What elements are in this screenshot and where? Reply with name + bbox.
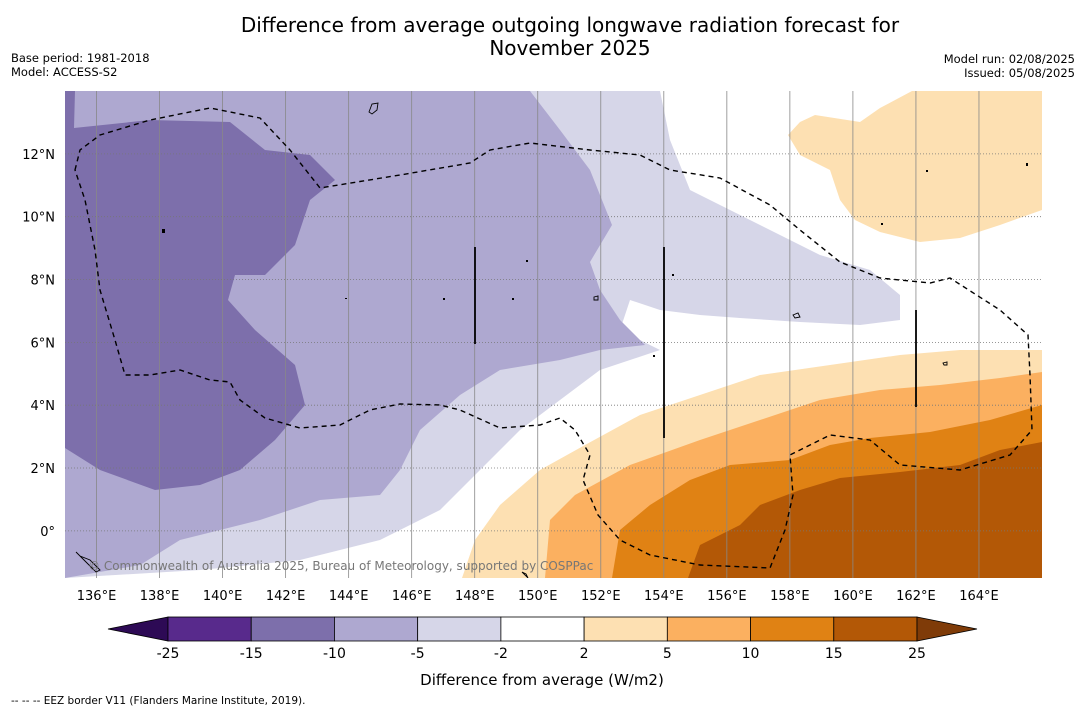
colorbar-segment xyxy=(417,616,502,642)
title-line-1: Difference from average outgoing longwav… xyxy=(240,13,900,37)
colorbar-tick-label: -25 xyxy=(157,646,180,662)
base-period: Base period: 1981-2018 xyxy=(11,51,150,65)
colorbar-tick-label: 2 xyxy=(580,646,589,662)
island-dots xyxy=(162,163,1028,357)
copyright-notice: © Commonwealth of Australia 2025, Bureau… xyxy=(88,559,593,573)
x-tick-label: 150°E xyxy=(518,589,558,604)
y-tick-label: 4°N xyxy=(31,399,56,414)
meta-left: Base period: 1981-2018 Model: ACCESS-S2 xyxy=(11,51,150,79)
model-run: Model run: 02/08/2025 xyxy=(943,52,1075,66)
colorbar-tick-label: -2 xyxy=(494,646,508,662)
colorbar-extend-high xyxy=(916,616,978,642)
colorbar-tick-label: 10 xyxy=(742,646,760,662)
map-title: Difference from average outgoing longwav… xyxy=(0,14,1085,60)
x-tick-label: 156°E xyxy=(707,589,747,604)
eez-border xyxy=(74,107,1033,569)
x-tick-label: 162°E xyxy=(896,589,936,604)
x-axis-ticks: 136°E 138°E 140°E 142°E 144°E 146°E 148°E 150°E… xyxy=(77,589,999,604)
colorbar-segment xyxy=(750,616,835,642)
colorbar-segment xyxy=(334,616,419,642)
colorbar-tick-label: -5 xyxy=(411,646,425,662)
colorbar-tick-label: -10 xyxy=(323,646,346,662)
x-tick-label: 152°E xyxy=(581,589,621,604)
footnote: -- -- -- EEZ border V11 (Flanders Marine… xyxy=(11,695,306,707)
y-tick-label: 6°N xyxy=(31,336,56,351)
title-line-2: November 2025 xyxy=(489,36,651,60)
colorbar-segment xyxy=(583,616,668,642)
x-tick-label: 160°E xyxy=(833,589,873,604)
meta-right: Model run: 02/08/2025 Issued: 05/08/2025 xyxy=(944,52,1075,80)
colorbar-extend-low xyxy=(107,616,169,642)
x-tick-label: 140°E xyxy=(203,589,243,604)
colorbar-segment xyxy=(666,616,751,642)
contour-15-25 xyxy=(688,442,1042,578)
vertical-markers xyxy=(474,247,917,438)
y-tick-label: 0° xyxy=(40,525,55,540)
y-tick-label: 2°N xyxy=(31,462,56,477)
colorbar-tick-label: 5 xyxy=(663,646,672,662)
x-tick-label: 142°E xyxy=(266,589,306,604)
x-tick-label: 154°E xyxy=(644,589,684,604)
y-tick-label: 8°N xyxy=(31,274,56,289)
colorbar-tick-label: -15 xyxy=(240,646,263,662)
x-tick-label: 136°E xyxy=(77,589,117,604)
x-tick-label: 158°E xyxy=(770,589,810,604)
x-tick-label: 148°E xyxy=(455,589,495,604)
x-tick-label: 164°E xyxy=(959,589,999,604)
x-tick-label: 144°E xyxy=(329,589,369,604)
colorbar-tick-label: 25 xyxy=(908,646,926,662)
colorbar-segment xyxy=(250,616,335,642)
map-panel: © Commonwealth of Australia 2025, Bureau… xyxy=(65,91,1042,578)
x-tick-label: 138°E xyxy=(140,589,180,604)
contour-minus15-minus10 xyxy=(65,91,335,490)
colorbar-label: Difference from average (W/m2) xyxy=(420,671,664,689)
y-tick-label: 12°N xyxy=(22,148,55,163)
colorbar-segment xyxy=(500,616,585,642)
contour-2-5-north xyxy=(788,91,1042,242)
island-outlines xyxy=(75,102,948,578)
y-tick-label: 10°N xyxy=(22,211,55,226)
colorbar-tick-label: 15 xyxy=(825,646,843,662)
colorbar: -25 -15 -10 -5 -2 2 5 10 15 25 xyxy=(107,616,978,662)
colorbar-segment xyxy=(833,616,918,642)
x-tick-label: 146°E xyxy=(392,589,432,604)
issued-date: Issued: 05/08/2025 xyxy=(964,66,1075,80)
model-name: Model: ACCESS-S2 xyxy=(11,65,118,79)
y-axis-ticks: 12°N 10°N 8°N 6°N 4°N 2°N 0° xyxy=(22,148,55,540)
colorbar-segment xyxy=(167,616,252,642)
